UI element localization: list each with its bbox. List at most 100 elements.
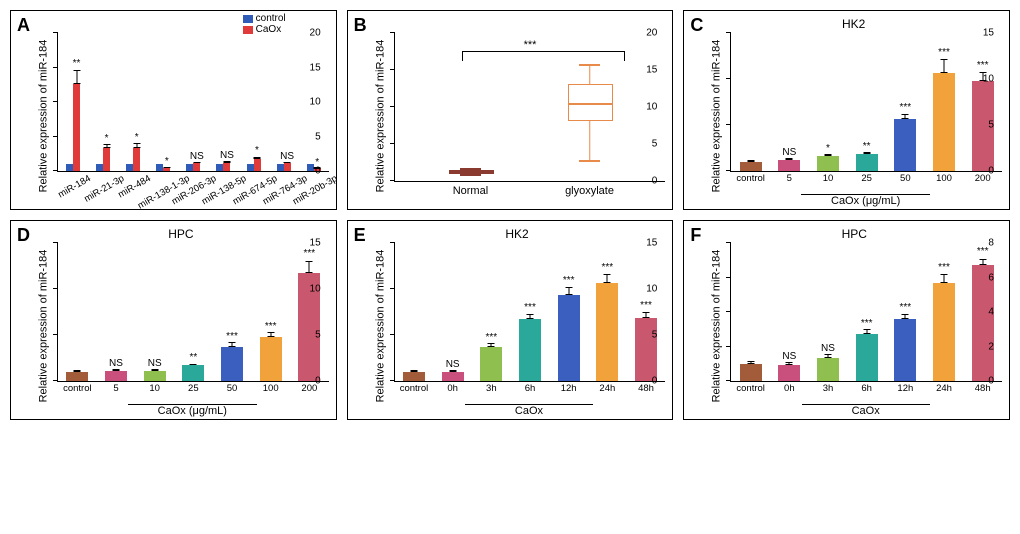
bar-group: ***12h xyxy=(886,243,925,381)
panel-D: D HPC Relative expression of miR-184 con… xyxy=(10,220,337,420)
bar xyxy=(277,164,284,171)
y-axis-label: Relative expression of miR-184 xyxy=(711,40,723,193)
y-tick-label: 10 xyxy=(646,102,657,113)
bar xyxy=(66,372,88,381)
significance-label: NS xyxy=(220,150,234,161)
x-tick-label: 5 xyxy=(113,383,118,394)
significance-label: ** xyxy=(73,58,81,69)
x-tick-label: 6h xyxy=(525,383,536,394)
bar xyxy=(740,364,762,381)
x-tick-label: Normal xyxy=(416,185,524,197)
error-bar xyxy=(905,114,906,120)
bar-group: *miR-484 xyxy=(118,33,148,171)
x-tick-label: 10 xyxy=(823,173,834,184)
x-tick-label: 10 xyxy=(149,383,160,394)
bar: *** xyxy=(558,295,580,381)
x-tick-label: glyoxylate xyxy=(535,185,643,197)
median xyxy=(569,103,612,105)
median xyxy=(450,171,493,173)
error-bar xyxy=(568,287,569,295)
bar-group: ***6h xyxy=(847,243,886,381)
bar-group: **miR-184 xyxy=(58,33,88,171)
error-bar xyxy=(646,312,647,318)
whisker-cap xyxy=(579,160,601,162)
x-tick-label: 100 xyxy=(263,383,279,394)
x-tick-label: 50 xyxy=(900,173,911,184)
significance-label: * xyxy=(135,132,139,143)
bar-group: NS5 xyxy=(97,243,136,381)
x-tick-label: control xyxy=(400,383,429,394)
significance-label: ** xyxy=(189,352,197,363)
plot-area: controlNS5NS10**25***50***100***200 0510… xyxy=(57,243,329,382)
y-axis-label: Relative expression of miR-184 xyxy=(38,250,50,403)
error-bar xyxy=(750,160,751,161)
whisker xyxy=(589,121,591,162)
y-tick-label: 20 xyxy=(646,28,657,39)
x-axis-label: CaOx (μg/mL) xyxy=(730,195,1001,207)
bar-group: ***100 xyxy=(925,33,964,171)
error-bar xyxy=(982,259,983,266)
bar: * xyxy=(254,159,261,171)
error-bar xyxy=(750,361,751,364)
bar-group: **25 xyxy=(174,243,213,381)
x-tick-label: control xyxy=(736,383,765,394)
bar xyxy=(66,164,73,171)
y-tick-label: 5 xyxy=(315,330,321,341)
x-tick-label: 3h xyxy=(486,383,497,394)
x-tick-label: 100 xyxy=(936,173,952,184)
bar-group: ***100 xyxy=(251,243,290,381)
error-bar xyxy=(287,162,288,163)
panel-label: B xyxy=(354,15,367,36)
x-tick-label: control xyxy=(736,173,765,184)
significance-label: NS xyxy=(109,358,123,369)
y-tick-label: 10 xyxy=(646,284,657,295)
error-bar xyxy=(491,343,492,347)
significance-label: *** xyxy=(938,262,950,273)
x-tick-label: 24h xyxy=(599,383,615,394)
significance-label: *** xyxy=(602,262,614,273)
x-tick-label: 0h xyxy=(447,383,458,394)
error-bar xyxy=(270,332,271,337)
error-bar xyxy=(944,274,945,283)
y-tick-label: 0 xyxy=(652,176,658,187)
bar-group: ***6h xyxy=(511,243,550,381)
x-tick-label: 12h xyxy=(897,383,913,394)
x-axis-label: CaOx xyxy=(394,405,665,417)
plot-area: controlNS0h***3h***6h***12h***24h***48h … xyxy=(394,243,666,382)
bar xyxy=(403,372,425,381)
bar: *** xyxy=(519,319,541,381)
bar-group: ***50 xyxy=(886,33,925,171)
y-tick-label: 10 xyxy=(310,284,321,295)
panel-E: E HK2 Relative expression of miR-184 con… xyxy=(347,220,674,420)
bar-group: ***3h xyxy=(472,243,511,381)
y-tick-label: 15 xyxy=(646,238,657,249)
significance-bracket xyxy=(462,51,624,61)
panel-title: HK2 xyxy=(505,227,528,241)
y-tick xyxy=(390,69,395,70)
error-bar xyxy=(257,157,258,159)
error-bar xyxy=(193,364,194,366)
y-axis-label: Relative expression of miR-184 xyxy=(38,40,50,193)
panel-B: B Relative expression of miR-184 0510152… xyxy=(347,10,674,210)
error-bar xyxy=(789,362,790,365)
figure-grid: A Relative expression of miR-184 control… xyxy=(10,10,1010,420)
plot-area: controlNS0hNS3h***6h***12h***24h***48h 0… xyxy=(730,243,1002,382)
y-axis-label: Relative expression of miR-184 xyxy=(374,250,386,403)
bar: *** xyxy=(260,337,282,381)
panel-label: F xyxy=(690,225,701,246)
legend: control CaOx xyxy=(243,13,286,35)
x-tick-label: 24h xyxy=(936,383,952,394)
panel-label: E xyxy=(354,225,366,246)
plot-area: 05101520Normalglyoxylate*** xyxy=(394,33,666,182)
bar-group: NS3h xyxy=(809,243,848,381)
x-tick-label: control xyxy=(63,383,92,394)
bar-group: control xyxy=(395,243,434,381)
error-bar xyxy=(166,167,167,168)
significance-label: NS xyxy=(280,151,294,162)
bar xyxy=(126,164,133,171)
bars: controlNS5NS10**25***50***100***200 xyxy=(58,243,329,381)
x-tick-label: 6h xyxy=(861,383,872,394)
bar-group: ***48h xyxy=(963,243,1002,381)
significance-label: NS xyxy=(782,351,796,362)
x-tick-label: 50 xyxy=(227,383,238,394)
